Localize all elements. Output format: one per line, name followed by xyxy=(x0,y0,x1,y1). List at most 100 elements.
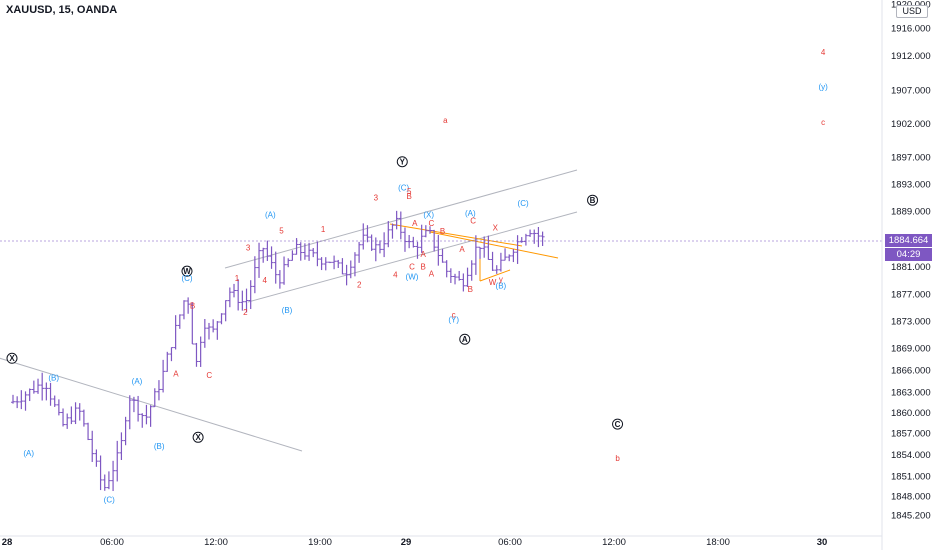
price-tick-label: 1873.000 xyxy=(891,317,931,328)
price-tick-label: 1916.000 xyxy=(891,24,931,35)
wave-label: (A) xyxy=(23,449,34,458)
price-tick-label: 1851.000 xyxy=(891,472,931,483)
wave-label: (B) xyxy=(48,373,59,382)
wave-label: W xyxy=(183,267,191,276)
time-tick-label: 12:00 xyxy=(204,537,228,548)
wave-circle-marker xyxy=(192,431,204,443)
wave-label: (A) xyxy=(132,377,143,386)
wave-label: (A) xyxy=(465,209,476,218)
price-tick-label: 1866.000 xyxy=(891,366,931,377)
wave-circle-marker xyxy=(459,333,471,345)
wave-circle-marker xyxy=(181,265,193,277)
wave-label: 3 xyxy=(374,194,379,203)
wave-label: a xyxy=(443,116,448,125)
wave-label: (Y) xyxy=(448,316,459,325)
wave-label: (y) xyxy=(818,83,828,92)
countdown-tag: 04:29 xyxy=(885,248,932,261)
time-tick-label: 19:00 xyxy=(308,537,332,548)
wave-label: (W) xyxy=(406,273,419,282)
wave-label: B xyxy=(468,285,473,294)
wave-label: c xyxy=(452,310,456,319)
wave-label: C xyxy=(470,217,476,226)
wave-label: 5 xyxy=(407,187,412,196)
wave-label: W xyxy=(489,278,497,287)
price-tick-label: 1869.000 xyxy=(891,344,931,355)
symbol-title[interactable]: XAUUSD, 15, OANDA xyxy=(6,4,118,16)
price-tick-label: 1877.000 xyxy=(891,290,931,301)
price-tick-label: 1881.000 xyxy=(891,262,931,273)
wave-label: (C) xyxy=(398,183,409,192)
ohlc-bars xyxy=(11,210,545,492)
wave-label: 4 xyxy=(263,276,268,285)
wave-label: b xyxy=(615,454,620,463)
wave-labels: a4(y)cbYWXXABC(A)(B)(C)(A)(B)(C)(B)(A)(C… xyxy=(6,48,828,505)
price-tick-label: 1848.000 xyxy=(891,492,931,503)
price-tick-label: 1912.000 xyxy=(891,51,931,62)
wave-label: X xyxy=(9,354,15,363)
wave-label: C xyxy=(409,262,415,271)
price-tick-label: 1854.000 xyxy=(891,450,931,461)
wave-circle-marker xyxy=(587,194,599,206)
price-tick-label: 1897.000 xyxy=(891,153,931,164)
wave-label: X xyxy=(195,433,201,442)
wave-label: B xyxy=(407,192,412,201)
wave-label: A xyxy=(462,335,468,344)
trend-line xyxy=(0,357,303,452)
wave-label: 5 xyxy=(279,226,284,235)
wave-label: B xyxy=(440,227,445,236)
wave-label: y xyxy=(499,275,503,284)
wave-label: A xyxy=(429,269,435,278)
wave-label: 1 xyxy=(235,274,240,283)
time-tick-label: 12:00 xyxy=(602,537,626,548)
wave-label: C xyxy=(429,219,435,228)
wave-label: (A) xyxy=(265,210,276,219)
wave-circle-marker xyxy=(612,418,624,430)
price-tick-label: 1889.000 xyxy=(891,207,931,218)
time-tick-label: 06:00 xyxy=(498,537,522,548)
trend-line xyxy=(247,211,578,303)
wave-label: (C) xyxy=(518,199,529,208)
wave-label: B xyxy=(190,301,195,310)
wave-label: (X) xyxy=(423,210,434,219)
price-tick-label: 1902.000 xyxy=(891,119,931,130)
wave-label: 3 xyxy=(246,244,251,253)
price-tick-label: 1857.000 xyxy=(891,429,931,440)
wave-label: Y xyxy=(400,158,406,167)
price-tick-label: 1860.000 xyxy=(891,408,931,419)
time-tick-label: 30 xyxy=(817,537,828,548)
wave-label: X xyxy=(493,224,499,233)
wave-label: (B) xyxy=(282,306,293,315)
trend-line xyxy=(429,231,559,259)
wave-label: (B) xyxy=(496,282,507,291)
wave-label: A xyxy=(412,219,418,228)
currency-button[interactable]: USD xyxy=(896,5,928,18)
trend-channels xyxy=(0,169,882,452)
wave-circle-marker xyxy=(6,352,18,364)
trend-line xyxy=(479,269,511,282)
time-tick-label: 06:00 xyxy=(100,537,124,548)
last-price-tag: 1884.664 xyxy=(885,234,932,247)
time-tick-label: 28 xyxy=(2,537,13,548)
wave-label: c xyxy=(821,118,825,127)
wave-label: A xyxy=(420,250,426,259)
price-tick-label: 1907.000 xyxy=(891,86,931,97)
wave-label: (C) xyxy=(104,496,115,505)
price-tick-label: 1893.000 xyxy=(891,180,931,191)
time-tick-label: 29 xyxy=(401,537,412,548)
wave-label: (B) xyxy=(154,442,165,451)
wave-label: 1 xyxy=(321,225,326,234)
wave-label: (C) xyxy=(181,274,192,283)
wave-label: B xyxy=(420,262,425,271)
trend-line xyxy=(389,223,523,247)
wave-label: A xyxy=(173,370,179,379)
wave-label: 4 xyxy=(821,48,826,57)
wave-label: B xyxy=(590,196,596,205)
wave-label: 2 xyxy=(357,280,362,289)
wave-label: 2 xyxy=(243,308,248,317)
wave-label: A xyxy=(459,245,465,254)
wave-label: C xyxy=(615,420,621,429)
wave-label: 4 xyxy=(393,271,398,280)
time-tick-label: 18:00 xyxy=(706,537,730,548)
